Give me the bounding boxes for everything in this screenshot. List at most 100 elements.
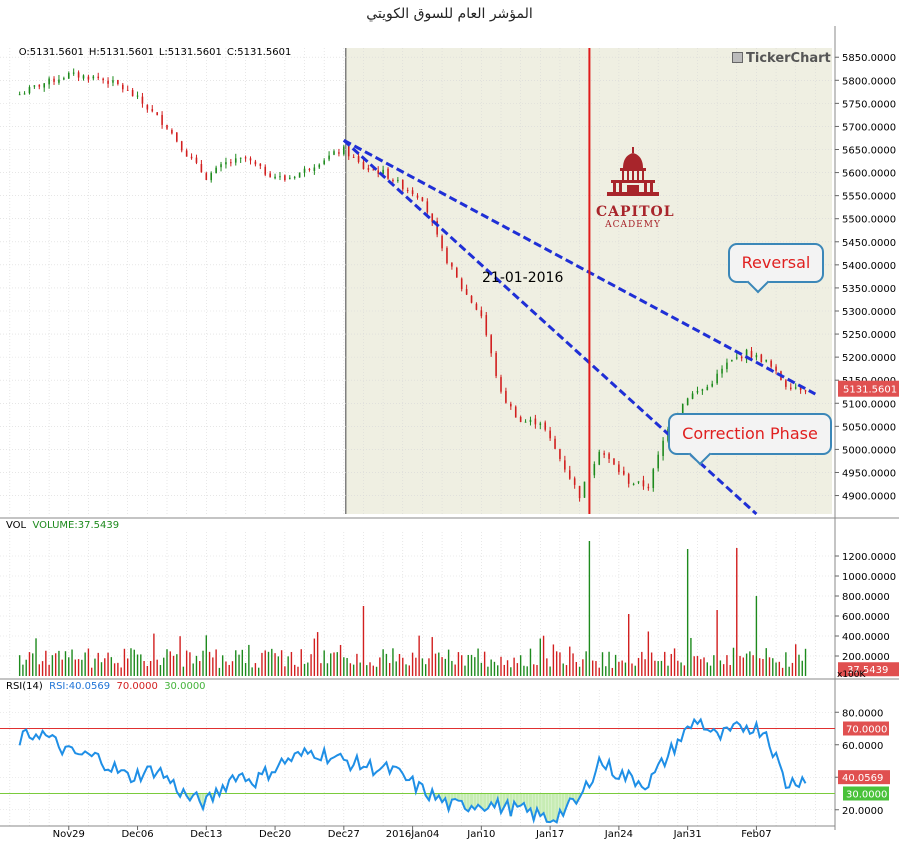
rsi-last-tag xyxy=(838,770,890,785)
candle-body xyxy=(583,481,586,498)
candle-body xyxy=(259,163,262,166)
volume-bar xyxy=(706,662,708,676)
volume-bar xyxy=(742,657,745,676)
candle-body xyxy=(618,464,620,473)
volume-bar xyxy=(500,656,502,676)
volume-bar xyxy=(795,644,797,676)
candle-body xyxy=(362,161,365,170)
candle-body xyxy=(770,360,772,367)
candle-body xyxy=(603,453,605,455)
rsi-header-label: RSI(14) xyxy=(6,681,43,692)
volume-bar xyxy=(202,650,204,676)
candle-body xyxy=(43,83,46,88)
rsi-header: RSI(14) RSI:40.0569 70.0000 30.0000 xyxy=(6,681,206,692)
volume-bar xyxy=(490,659,492,676)
ohlc-close: C:5131.5601 xyxy=(226,47,292,58)
candle-body xyxy=(357,156,360,162)
volume-bar xyxy=(71,649,73,676)
volume-axis-label: 600.0000 xyxy=(842,612,890,623)
candle-body xyxy=(63,78,65,80)
price-axis-label: 5550.0000 xyxy=(842,192,896,203)
candle-body xyxy=(382,169,384,174)
candle-body xyxy=(794,387,797,389)
volume-bar xyxy=(130,648,132,676)
candle-body xyxy=(539,423,542,425)
volume-bar xyxy=(316,632,319,676)
volume-bar xyxy=(185,650,188,676)
price-axis-label: 5600.0000 xyxy=(842,169,896,180)
candle-body xyxy=(652,469,655,489)
candle-body xyxy=(23,93,26,95)
candle-body xyxy=(490,335,492,354)
candle-body xyxy=(441,235,443,249)
volume-bar xyxy=(549,666,551,676)
volume-bar xyxy=(339,644,342,676)
price-axis-label: 5100.0000 xyxy=(842,399,896,410)
volume-bar xyxy=(608,651,610,676)
volume-bar xyxy=(64,651,67,676)
volume-bar xyxy=(244,662,247,676)
x-axis-label: Nov29 xyxy=(53,829,85,840)
candle-body xyxy=(627,474,630,484)
candle-body xyxy=(387,168,389,179)
candle-body xyxy=(269,173,271,178)
volume-bar xyxy=(421,658,424,676)
candle-body xyxy=(711,383,714,387)
candle-body xyxy=(195,157,198,163)
volume-bar xyxy=(156,659,158,676)
volume-bar xyxy=(411,652,414,676)
candle-body xyxy=(613,458,615,465)
candle-body xyxy=(681,403,684,414)
rsi-axis-label: 20.0000 xyxy=(842,806,883,817)
rsi-upper-tag-text: 70.0000 xyxy=(846,725,887,736)
rsi-axis-label: 60.0000 xyxy=(842,741,883,752)
candle-body xyxy=(662,440,664,456)
candle-body xyxy=(298,172,301,178)
volume-bar xyxy=(618,661,620,676)
candle-body xyxy=(48,78,50,85)
volume-bar xyxy=(657,661,659,676)
candle-body xyxy=(166,124,168,129)
volume-bar xyxy=(375,666,378,676)
candle-body xyxy=(377,170,380,174)
volume-bar xyxy=(539,638,541,676)
volume-last-tag-text: 37.5439 xyxy=(847,665,888,676)
volume-bar xyxy=(310,654,312,676)
volume-bar xyxy=(513,657,515,676)
volume-bar xyxy=(179,636,181,676)
candle-body xyxy=(18,94,21,96)
rsi-lower-tag-text: 30.0000 xyxy=(846,790,887,801)
price-axis-label: 4950.0000 xyxy=(842,468,896,479)
candle-body xyxy=(230,162,232,164)
volume-bar xyxy=(415,657,417,676)
candle-body xyxy=(416,195,419,198)
volume-bar xyxy=(287,656,289,676)
candle-body xyxy=(598,451,601,465)
volume-bar xyxy=(709,665,712,676)
price-axis-label: 4900.0000 xyxy=(842,492,896,503)
candle-body xyxy=(480,310,483,317)
volume-bar xyxy=(294,664,296,676)
candle-body xyxy=(343,146,345,155)
volume-bar xyxy=(123,648,126,676)
candle-body xyxy=(731,359,733,362)
volume-bar xyxy=(693,656,695,676)
candle-body xyxy=(38,84,41,87)
candle-body xyxy=(573,478,576,485)
candle-body xyxy=(264,166,267,175)
volume-bar xyxy=(385,653,388,676)
price-axis-label: 5850.0000 xyxy=(842,53,896,64)
candle-body xyxy=(578,485,581,499)
volume-bar xyxy=(713,655,715,676)
candle-body xyxy=(559,449,561,459)
volume-bar xyxy=(87,648,90,676)
price-axis-label: 5500.0000 xyxy=(842,215,896,226)
rsi-header-value: RSI:40.0569 xyxy=(49,681,111,692)
volume-bar xyxy=(149,660,152,676)
watermark-text: TickerChart xyxy=(746,51,831,66)
volume-bar xyxy=(497,665,499,676)
volume-bar xyxy=(454,664,456,676)
volume-axis-label: 1000.0000 xyxy=(842,572,896,583)
volume-bar xyxy=(238,654,240,676)
x-axis-label: Dec13 xyxy=(190,829,222,840)
